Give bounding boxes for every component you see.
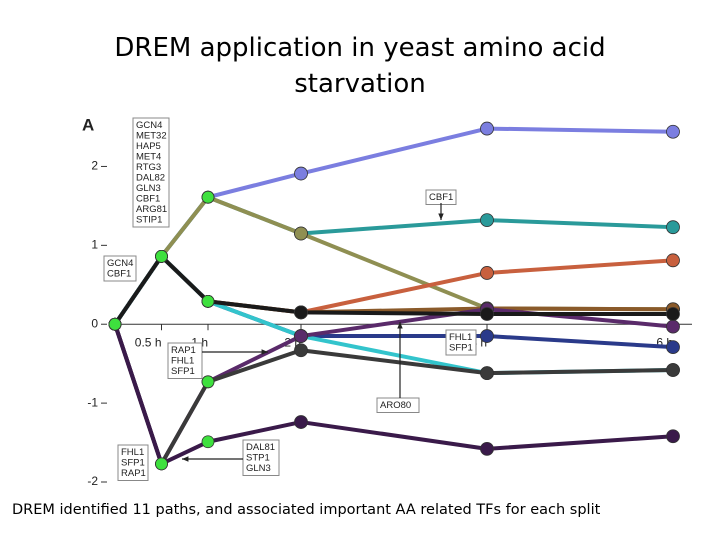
node	[294, 415, 308, 429]
tf-box	[242, 439, 280, 476]
node	[294, 305, 308, 320]
node	[666, 220, 680, 235]
y-tick-label: -2	[87, 474, 98, 488]
tf-label: MET32	[136, 131, 167, 142]
tf-box	[376, 397, 420, 413]
arrow-head	[397, 322, 403, 329]
node	[294, 329, 308, 343]
tf-box	[103, 255, 137, 282]
series-line	[113, 195, 674, 326]
node	[480, 366, 494, 381]
y-tick-label: 1	[91, 238, 98, 252]
tf-label: STIP1	[136, 215, 162, 226]
tf-label: GCN4	[136, 120, 162, 131]
node	[201, 375, 215, 389]
node	[666, 363, 680, 377]
node	[201, 294, 215, 308]
node	[666, 340, 680, 355]
tf-box	[117, 444, 149, 481]
tf-label: DAL82	[136, 173, 165, 184]
node	[480, 441, 494, 456]
tf-label: CBF1	[136, 194, 160, 205]
tf-label: RTG3	[136, 162, 161, 173]
node	[480, 307, 494, 321]
tf-label: CBF1	[107, 269, 131, 280]
tf-label: GCN4	[107, 258, 133, 269]
node	[108, 317, 122, 331]
tf-label: CBF1	[429, 192, 453, 203]
x-tick-label: 0.5 h	[135, 335, 162, 349]
y-tick-label: 2	[91, 159, 98, 173]
node	[155, 249, 168, 263]
node	[294, 226, 308, 241]
tf-box	[132, 117, 170, 228]
node	[155, 457, 168, 471]
series-line	[113, 323, 674, 466]
tf-label: FHL1	[171, 356, 194, 367]
tf-box	[445, 329, 477, 356]
node	[666, 253, 680, 268]
y-tick-label: 0	[91, 316, 98, 330]
y-tick-label: -1	[87, 395, 98, 409]
tf-label: RAP1	[121, 468, 146, 479]
tf-annotation: CBF1	[425, 189, 457, 220]
arrow-head	[438, 213, 444, 220]
tf-box	[167, 342, 203, 379]
series-line	[113, 254, 673, 326]
arrow-head	[182, 456, 189, 462]
tf-label: FHL1	[121, 447, 144, 458]
slide-title: DREM application in yeast amino acid sta…	[114, 33, 606, 99]
node	[480, 213, 494, 227]
caption: DREM identified 11 paths, and associated…	[12, 502, 601, 518]
node	[480, 121, 494, 136]
arrow-head	[261, 349, 268, 355]
node	[294, 166, 308, 181]
tf-annotation: GCN4MET32HAP5MET4RTG3DAL82GLN3CBF1ARG81S…	[132, 117, 170, 228]
tf-label: GLN3	[136, 183, 161, 194]
tf-label: HAP5	[136, 141, 161, 152]
node	[201, 435, 215, 449]
node	[666, 124, 680, 139]
tf-label: SFP1	[449, 343, 473, 354]
node	[666, 319, 680, 334]
tf-label: MET4	[136, 152, 161, 163]
tf-label: STP1	[246, 453, 270, 464]
node	[201, 190, 215, 204]
tf-label: ARG81	[136, 204, 167, 215]
node	[294, 343, 308, 358]
tf-label: DAL81	[246, 442, 275, 453]
panel-label: A	[82, 115, 94, 134]
node	[666, 429, 680, 444]
node	[480, 266, 494, 280]
tf-label: SFP1	[171, 366, 195, 377]
tf-annotation: ARO80	[376, 322, 420, 413]
node	[480, 329, 494, 343]
tf-label: GLN3	[246, 463, 271, 474]
tf-label: SFP1	[121, 458, 145, 469]
series-line	[113, 195, 674, 326]
node	[666, 307, 680, 321]
tf-label: RAP1	[171, 345, 196, 356]
tf-label: ARO80	[380, 400, 411, 411]
tf-label: FHL1	[449, 332, 472, 343]
